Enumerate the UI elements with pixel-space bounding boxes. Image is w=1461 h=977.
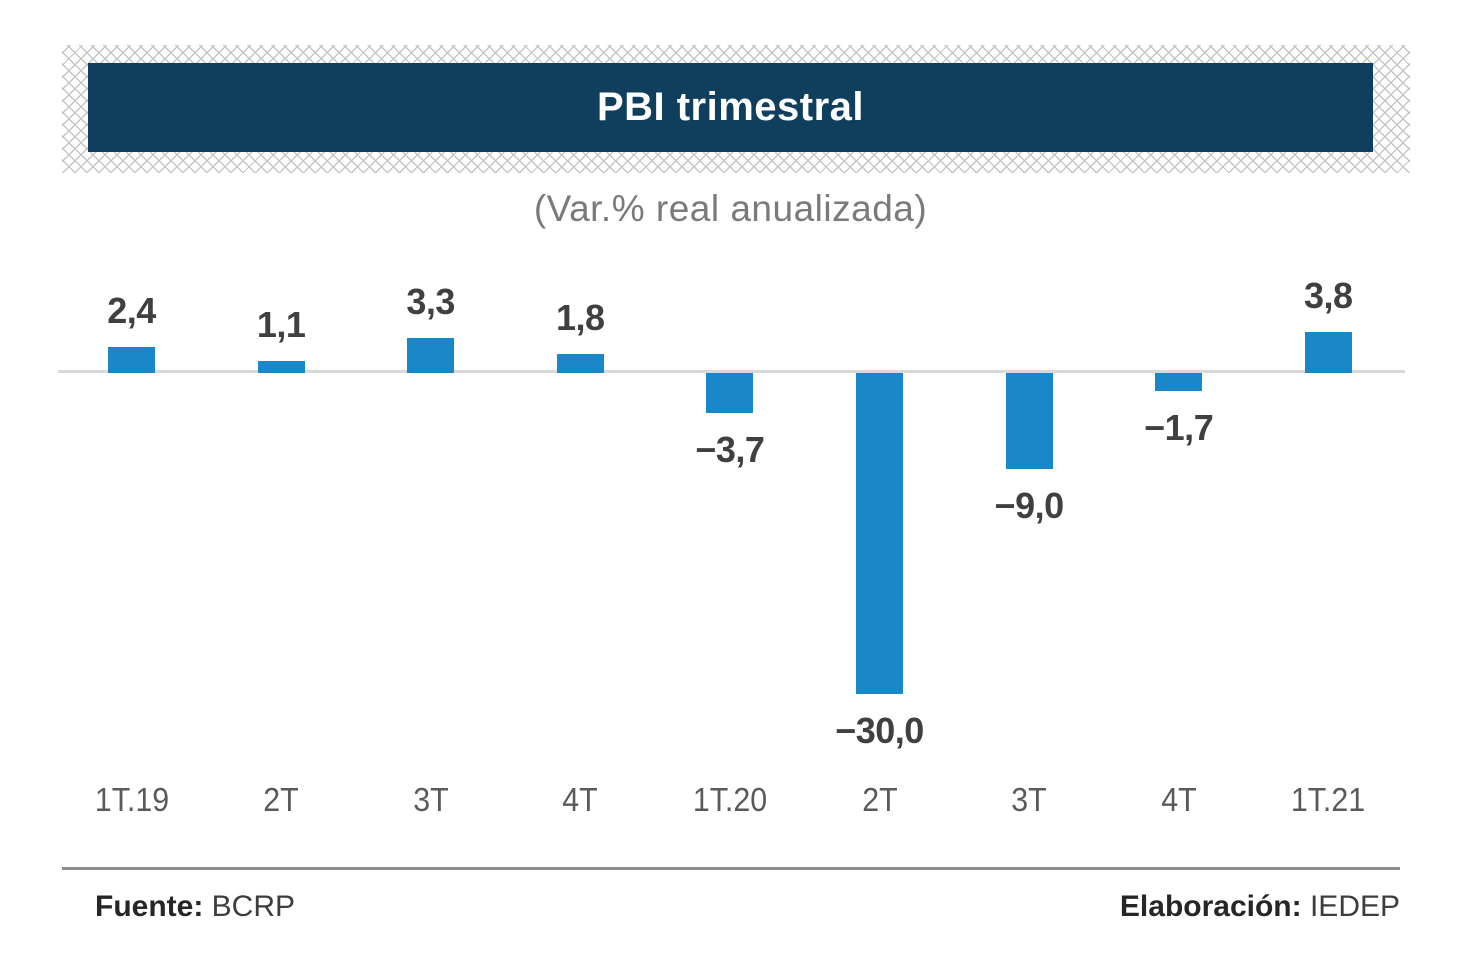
bar (556, 354, 604, 373)
elaboration-label: Elaboración: (1119, 890, 1302, 923)
source-note: Fuente: BCRP (95, 885, 295, 929)
footer-divider (62, 867, 1400, 870)
bar-value-label: −3,7 (695, 429, 765, 470)
x-tick-label: 4T (562, 781, 599, 818)
title-banner: PBI trimestral (88, 63, 1373, 152)
x-tick-label: 1T.21 (1291, 781, 1366, 818)
chart-subtitle: (Var.% real anualizada) (533, 188, 928, 229)
x-tick-label: 4T (1160, 781, 1197, 818)
x-tick-label: 2T (263, 781, 299, 818)
source-label: Fuente: (95, 890, 204, 923)
bar-value-label: −9,0 (994, 485, 1065, 526)
bar-value-label: 3,8 (1304, 275, 1353, 316)
bar (257, 361, 305, 373)
x-tick-label: 1T.19 (94, 781, 169, 818)
x-tick-label: 2T (861, 781, 898, 818)
bar (856, 373, 903, 694)
bar (706, 373, 754, 413)
x-tick-label: 3T (1011, 781, 1047, 818)
bar-value-label: 1,1 (256, 304, 306, 345)
bar-value-label: 1,8 (556, 297, 605, 338)
x-tick-label: 1T.20 (692, 781, 768, 818)
bar-value-label: 2,4 (107, 290, 156, 331)
bar-value-label: −1,7 (1144, 407, 1214, 448)
x-tick-label: 3T (412, 781, 449, 818)
elaboration-value: IEDEP (1309, 890, 1400, 923)
bar (108, 347, 155, 373)
bar-value-label: −30,0 (835, 710, 924, 751)
source-value: BCRP (211, 890, 296, 923)
bar (1155, 373, 1203, 391)
bar (407, 338, 455, 373)
title-banner-hatch-pattern: PBI trimestral (62, 45, 1410, 173)
bar (1005, 373, 1053, 469)
x-axis-line (58, 370, 1405, 373)
chart-title: PBI trimestral (596, 85, 865, 129)
elaboration-note: Elaboración: IEDEP (1120, 885, 1400, 929)
bar-value-label: 3,3 (406, 281, 455, 322)
bar (1304, 332, 1352, 373)
